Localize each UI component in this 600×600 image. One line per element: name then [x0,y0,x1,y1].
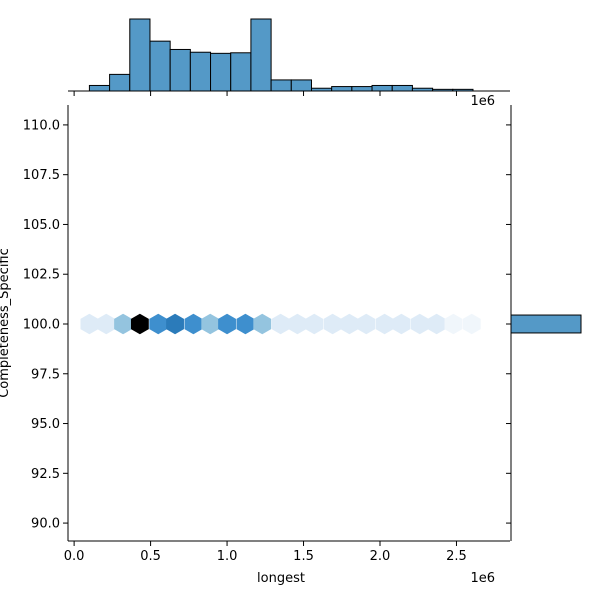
hexbin-cell [184,313,203,335]
x-axis-label: longest [257,571,305,586]
hexbin-cell [201,313,220,335]
hexbin-cell [340,313,359,335]
hexbin-cell [410,313,429,335]
hexbin-cell [375,313,394,335]
marginal-x-bar [250,18,272,92]
y-axis-label: Completeness_Specific [0,248,12,398]
marginal-x-bar [351,86,373,92]
y-tick-label: 92.5 [31,467,60,482]
marginal-x-bar [109,73,131,92]
marginal-x-bar [310,87,333,92]
marginal-x-bar [331,86,353,92]
marginal-x-bar [189,51,212,92]
marginal-x-bar [210,52,232,92]
marginal-x-bar [270,79,292,92]
hexbin-cell [444,313,463,335]
y-tick-label: 102.5 [23,268,60,283]
marginal-x-bar [290,79,312,92]
y-tick-label: 107.5 [23,168,60,183]
marginal-y-histogram [506,105,582,541]
y-tick-label: 95.0 [31,417,60,432]
y-tick-group: 90.0 92.5 95.0 97.5 100.0 102.5 105.0 107.5 110.… [23,118,68,532]
x-tick-group: 0.0 0.5 1.0 1.5 2.0 2.5 [64,541,467,564]
hexbin-cell [114,313,132,335]
x-axis-offset-label: 1e6 [470,571,495,586]
main-axes: 0.0 0.5 1.0 1.5 2.0 2.5 90.0 92.5 95.0 97.5 100.0… [0,105,510,586]
y-tick-label: 97.5 [31,367,60,382]
hexbin-cell [97,313,116,335]
marginal-x-bar [169,48,191,92]
marginal-y-ticks [506,124,511,524]
x-tick-label: 1.5 [293,549,314,564]
y-tick-label: 110.0 [23,118,60,133]
hexbin-cell [80,313,99,335]
hexbin-cell [253,313,272,335]
x-tick-label: 0.0 [64,549,85,564]
x-tick-label: 2.0 [370,549,391,564]
marginal-x-bar [391,84,413,92]
marginal-x-histogram: 1e6 [68,18,510,109]
hexbin-cell [166,313,184,335]
hexbin-cell [218,313,236,335]
marginal-x-bar [88,84,111,92]
marginal-x-bar [230,52,252,92]
marginal-x-bar [452,88,474,92]
hexbin-cell [323,313,342,335]
hexbin-cell [149,313,168,335]
hexbin-cell [392,313,411,335]
x-tick-label: 1.0 [217,549,238,564]
marginal-x-bar [149,40,171,92]
y-tick-label: 90.0 [31,517,60,532]
marginal-x-bars [88,18,474,92]
x-tick-label: 0.5 [140,549,161,564]
marginal-x-ticks [73,91,457,96]
hexbin-cell [236,313,255,335]
x-tick-label: 2.5 [446,549,467,564]
hexbin-cell [462,313,481,335]
marginal-x-bar [371,84,393,92]
y-tick-label: 100.0 [23,317,60,332]
marginal-y-bar [510,314,582,334]
marginal-x-bar [432,88,454,92]
marginal-x-bar [129,18,151,92]
hexbin-cell [427,313,446,335]
hexbin-layer [80,313,481,335]
marginal-x-bar [411,87,434,92]
hexbin-cell [305,313,324,335]
hexbin-cell [357,313,376,335]
hexbin-cell [271,313,290,335]
hexbin-cell [130,313,149,335]
marginal-x-offset-label: 1e6 [470,94,495,109]
y-tick-label: 105.0 [23,218,60,233]
hexbin-cell [288,313,307,335]
